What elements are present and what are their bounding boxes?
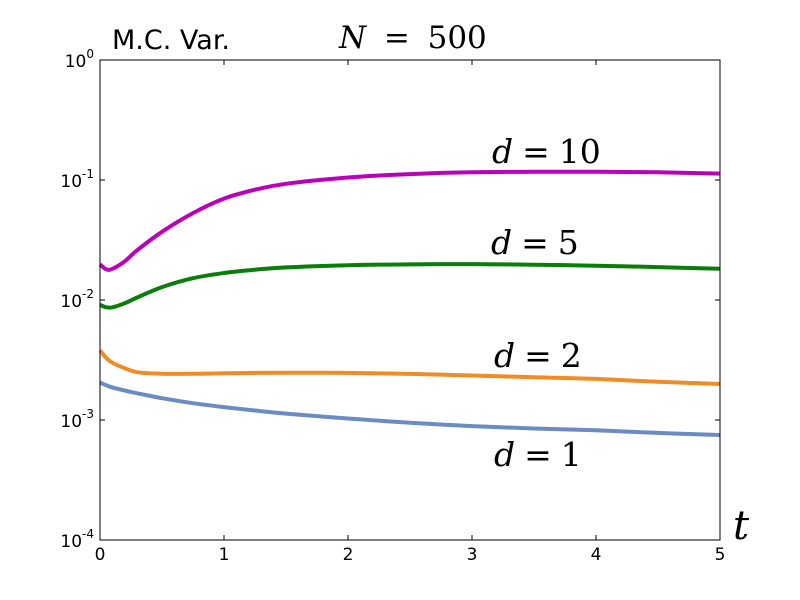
y-tick-base: 10 [60,412,82,432]
series-labels: d = 1d = 2d = 5d = 10 [491,132,601,474]
y-tick-label: 10-1 [60,167,94,192]
y-tick-label: 100 [65,47,94,72]
series-label-num: 2 [561,336,582,375]
series-label-4: d = 10 [492,132,601,171]
y-tick-exp: 0 [86,47,94,61]
chart-subtitle: N = 500 [338,20,487,56]
x-tick-labels: 0 1 2 3 4 5 [95,545,726,565]
series-label-op: = [521,223,549,262]
y-tick-exp: -3 [82,407,94,421]
series-label-num: 5 [558,223,579,262]
series-line-2 [98,349,721,386]
series-label-op: = [524,435,552,474]
series-label-var: d [492,132,513,171]
y-tick-base: 10 [65,52,87,72]
series-label-var: d [494,435,515,474]
series-label-num: 1 [561,435,582,474]
subtitle-num: 500 [428,20,487,56]
series-label-op: = [524,336,552,375]
plot-frame [99,59,721,541]
y-tick-label: 10-4 [60,527,94,552]
x-tick-label: 3 [467,545,478,565]
subtitle-op: = [384,20,410,56]
series-label-2: d = 2 [494,336,582,375]
series-label-op: = [522,132,550,171]
x-tick-label: 2 [343,545,354,565]
series-label-num: 10 [559,132,601,171]
series-line-4 [98,169,721,272]
series-label-var: d [494,336,515,375]
subtitle-var: N [338,20,368,56]
axis-ticks [99,59,721,541]
series-label-3: d = 5 [491,223,579,262]
y-tick-exp: -4 [82,527,94,541]
y-tick-exp: -1 [82,167,94,181]
y-tick-base: 10 [60,292,82,312]
series-line-1 [99,380,721,437]
x-tick-label: 0 [95,545,106,565]
y-tick-label: 10-3 [60,407,94,432]
x-tick-label: 4 [591,545,602,565]
series-label-var: d [491,223,512,262]
x-tick-label: 5 [715,545,726,565]
chart-title: M.C. Var. [112,25,230,56]
y-tick-label: 10-2 [60,287,94,312]
y-tick-base: 10 [60,532,82,552]
y-tick-exp: -2 [82,287,94,301]
series-label-1: d = 1 [494,435,582,474]
x-tick-label: 1 [219,545,230,565]
series-line-3 [99,262,721,310]
x-axis-label: t [733,503,750,549]
y-tick-base: 10 [60,172,82,192]
series-lines [98,169,721,437]
